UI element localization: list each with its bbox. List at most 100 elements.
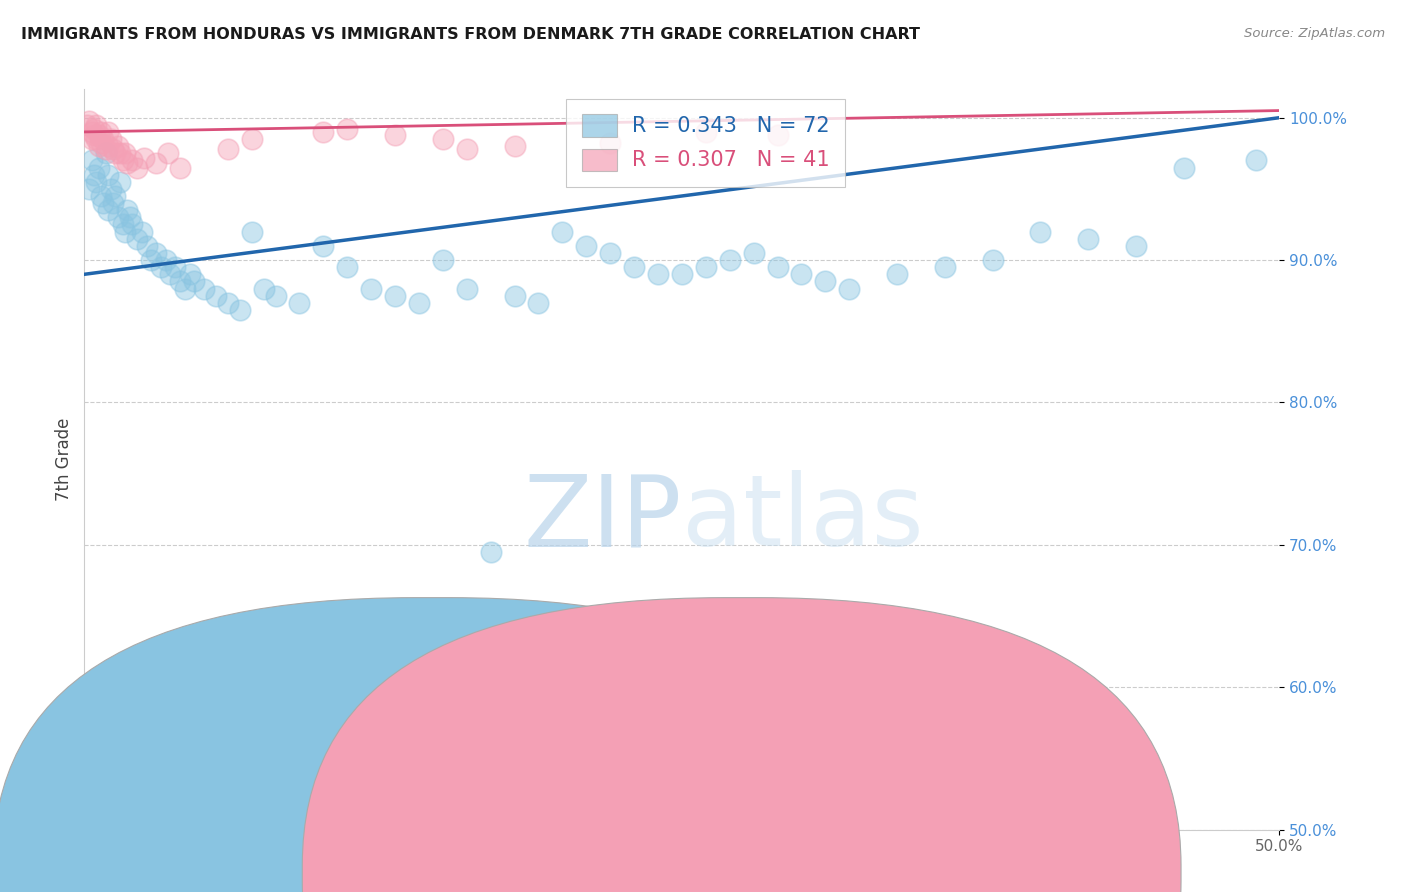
Point xyxy=(141,253,163,268)
Point xyxy=(117,156,139,170)
Point xyxy=(1244,153,1267,168)
Point xyxy=(217,142,239,156)
Point xyxy=(384,288,406,302)
Point xyxy=(77,182,100,196)
Point xyxy=(117,203,139,218)
Point xyxy=(111,218,134,232)
Point xyxy=(80,125,103,139)
Point xyxy=(456,142,478,156)
Point xyxy=(1077,232,1099,246)
Point xyxy=(101,142,124,156)
Point xyxy=(131,225,153,239)
Point xyxy=(173,281,195,295)
Point xyxy=(110,146,132,161)
Text: Immigrants from Denmark: Immigrants from Denmark xyxy=(742,855,945,870)
Point xyxy=(114,225,136,239)
Legend: R = 0.343   N = 72, R = 0.307   N = 41: R = 0.343 N = 72, R = 0.307 N = 41 xyxy=(567,99,845,186)
Point xyxy=(432,132,454,146)
Point xyxy=(205,288,228,302)
Point xyxy=(766,260,789,275)
Point xyxy=(671,268,693,282)
Point xyxy=(1125,239,1147,253)
Point xyxy=(155,253,177,268)
Point xyxy=(240,132,263,146)
Point xyxy=(87,128,110,142)
Point xyxy=(121,153,143,168)
Point xyxy=(80,132,103,146)
Point xyxy=(527,295,550,310)
Point xyxy=(456,281,478,295)
Point xyxy=(104,146,127,161)
Point xyxy=(76,118,98,132)
Point xyxy=(97,139,120,153)
Point xyxy=(981,253,1004,268)
Point xyxy=(97,203,120,218)
Point xyxy=(886,268,908,282)
Point xyxy=(479,545,502,559)
Point xyxy=(179,268,201,282)
Point xyxy=(575,239,598,253)
Point xyxy=(1029,225,1052,239)
Point xyxy=(86,132,108,146)
Point xyxy=(217,295,239,310)
Point xyxy=(111,153,134,168)
Point xyxy=(83,128,105,142)
Point xyxy=(790,268,813,282)
Point xyxy=(97,168,120,182)
Text: atlas: atlas xyxy=(682,470,924,567)
Point xyxy=(121,218,143,232)
Point xyxy=(165,260,187,275)
Point xyxy=(100,132,122,146)
Y-axis label: 7th Grade: 7th Grade xyxy=(55,417,73,501)
Point xyxy=(97,125,120,139)
Point xyxy=(312,239,335,253)
Point xyxy=(169,161,191,175)
Point xyxy=(145,156,167,170)
Point xyxy=(145,246,167,260)
Text: ZIP: ZIP xyxy=(523,470,682,567)
Point xyxy=(90,189,112,203)
Point xyxy=(229,302,252,317)
Text: Source: ZipAtlas.com: Source: ZipAtlas.com xyxy=(1244,27,1385,40)
Point xyxy=(360,281,382,295)
Point xyxy=(125,232,148,246)
Point xyxy=(118,211,141,225)
Point xyxy=(169,274,191,288)
Point xyxy=(814,274,837,288)
Point xyxy=(93,132,115,146)
Point xyxy=(104,189,127,203)
Point xyxy=(77,113,100,128)
Point xyxy=(114,146,136,161)
Point xyxy=(623,260,645,275)
Point xyxy=(503,288,526,302)
Point xyxy=(384,128,406,142)
Point xyxy=(312,125,335,139)
Point xyxy=(87,161,110,175)
Point xyxy=(503,139,526,153)
Point xyxy=(336,122,359,136)
Point xyxy=(599,246,621,260)
Point xyxy=(695,125,717,139)
Point xyxy=(159,268,181,282)
Point xyxy=(90,136,112,151)
Point xyxy=(90,125,112,139)
Text: IMMIGRANTS FROM HONDURAS VS IMMIGRANTS FROM DENMARK 7TH GRADE CORRELATION CHART: IMMIGRANTS FROM HONDURAS VS IMMIGRANTS F… xyxy=(21,27,920,42)
Point xyxy=(87,139,110,153)
Point xyxy=(253,281,276,295)
Point xyxy=(94,142,117,156)
Point xyxy=(135,239,157,253)
Point xyxy=(336,260,359,275)
Point xyxy=(149,260,172,275)
Point xyxy=(599,136,621,151)
Point xyxy=(1173,161,1195,175)
Point xyxy=(107,211,129,225)
Point xyxy=(94,146,117,161)
Point xyxy=(80,153,103,168)
Point xyxy=(83,168,105,182)
Point xyxy=(647,268,669,282)
Point xyxy=(110,175,132,189)
Point xyxy=(695,260,717,275)
Point xyxy=(432,253,454,268)
Point xyxy=(718,253,741,268)
Point xyxy=(93,196,115,211)
